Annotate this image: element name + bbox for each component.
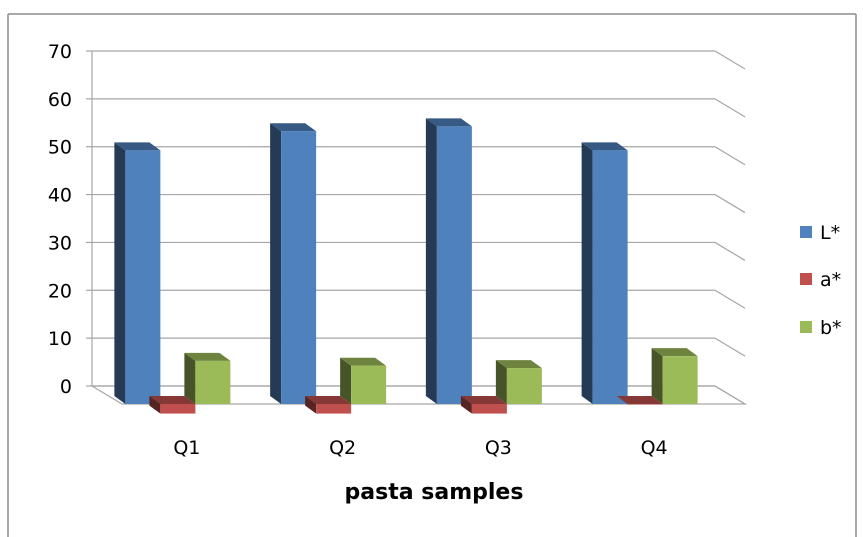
bar-bstar-Q4 [651, 348, 698, 404]
gridline-side [714, 289, 746, 309]
y-tick-labels: 0 10 20 30 40 50 60 70 [48, 41, 72, 398]
legend-label: L* [820, 222, 840, 244]
bar-top [305, 396, 352, 404]
x-tick-label: Q1 [173, 437, 200, 459]
bar-front [436, 126, 472, 404]
bar-front [160, 404, 196, 414]
bar-astar-Q3 [460, 396, 507, 414]
y-tick-label: 0 [60, 376, 72, 398]
x-tick-labels: Q1 Q2 Q3 Q4 [173, 437, 667, 459]
gridline-side [714, 337, 746, 357]
gridline-side [714, 98, 746, 118]
bar-front [195, 360, 231, 404]
bar-top [581, 142, 628, 151]
bar-bstar-Q2 [340, 357, 387, 404]
bar-front [125, 150, 161, 404]
legend: L* a* b* [800, 222, 842, 339]
bar-astar-Q4 [616, 396, 663, 405]
bar-front [281, 131, 317, 404]
bar-top [340, 357, 387, 366]
bar-side [149, 396, 161, 414]
bar-front [627, 404, 663, 405]
legend-label: b* [820, 317, 842, 339]
bar-top [425, 118, 472, 127]
y-tick-label: 70 [48, 41, 72, 63]
legend-swatch [800, 273, 812, 285]
legend-swatch [800, 321, 812, 333]
x-axis-label: pasta samples [345, 480, 524, 505]
bar-bstar-Q3 [495, 360, 542, 404]
x-tick-label: Q2 [329, 437, 356, 459]
gridline-side [714, 241, 746, 261]
gridline-side [714, 50, 746, 70]
bar-front [471, 404, 507, 414]
bar-front [351, 365, 387, 404]
bar-front [316, 404, 352, 414]
bar-side [425, 118, 437, 404]
bar-top [495, 360, 542, 369]
bar-front [662, 356, 698, 404]
bar-astar-Q2 [305, 396, 352, 414]
y-tick-label: 50 [48, 137, 72, 159]
bar-side [495, 360, 507, 404]
gridline-side [714, 146, 746, 166]
x-tick-label: Q3 [485, 437, 512, 459]
legend-label: a* [820, 269, 841, 291]
bar-top [149, 396, 196, 404]
bar-top [651, 348, 698, 357]
bar-side [340, 357, 352, 404]
gridline-side [714, 385, 746, 405]
y-tick-label: 20 [48, 280, 72, 302]
bar-astar-Q1 [149, 396, 196, 414]
legend-swatch [800, 226, 812, 238]
bar-side [270, 123, 282, 404]
bar-side [460, 396, 472, 414]
bar-side [581, 142, 593, 404]
bar-side [651, 348, 663, 404]
bar-Lstar-Q3 [425, 118, 472, 404]
bar-side [184, 352, 196, 404]
bar-side [114, 142, 126, 404]
y-tick-label: 30 [48, 232, 72, 254]
bar-front [506, 368, 542, 404]
gridline-side [714, 194, 746, 214]
bar-top [114, 142, 161, 151]
bar-Lstar-Q4 [581, 142, 628, 404]
bars [114, 118, 698, 414]
bar-top [616, 396, 663, 404]
x-tick-label: Q4 [641, 437, 668, 459]
bar-Lstar-Q1 [114, 142, 161, 404]
bar-Lstar-Q2 [270, 123, 317, 404]
bar-front [592, 150, 628, 404]
bar-top [184, 352, 231, 361]
bar-top [460, 396, 507, 404]
y-tick-label: 60 [48, 89, 72, 111]
bar-top [270, 123, 317, 132]
bar-side [305, 396, 317, 414]
y-tick-label: 40 [48, 185, 72, 207]
y-tick-label: 10 [48, 328, 72, 350]
bar-bstar-Q1 [184, 352, 231, 404]
